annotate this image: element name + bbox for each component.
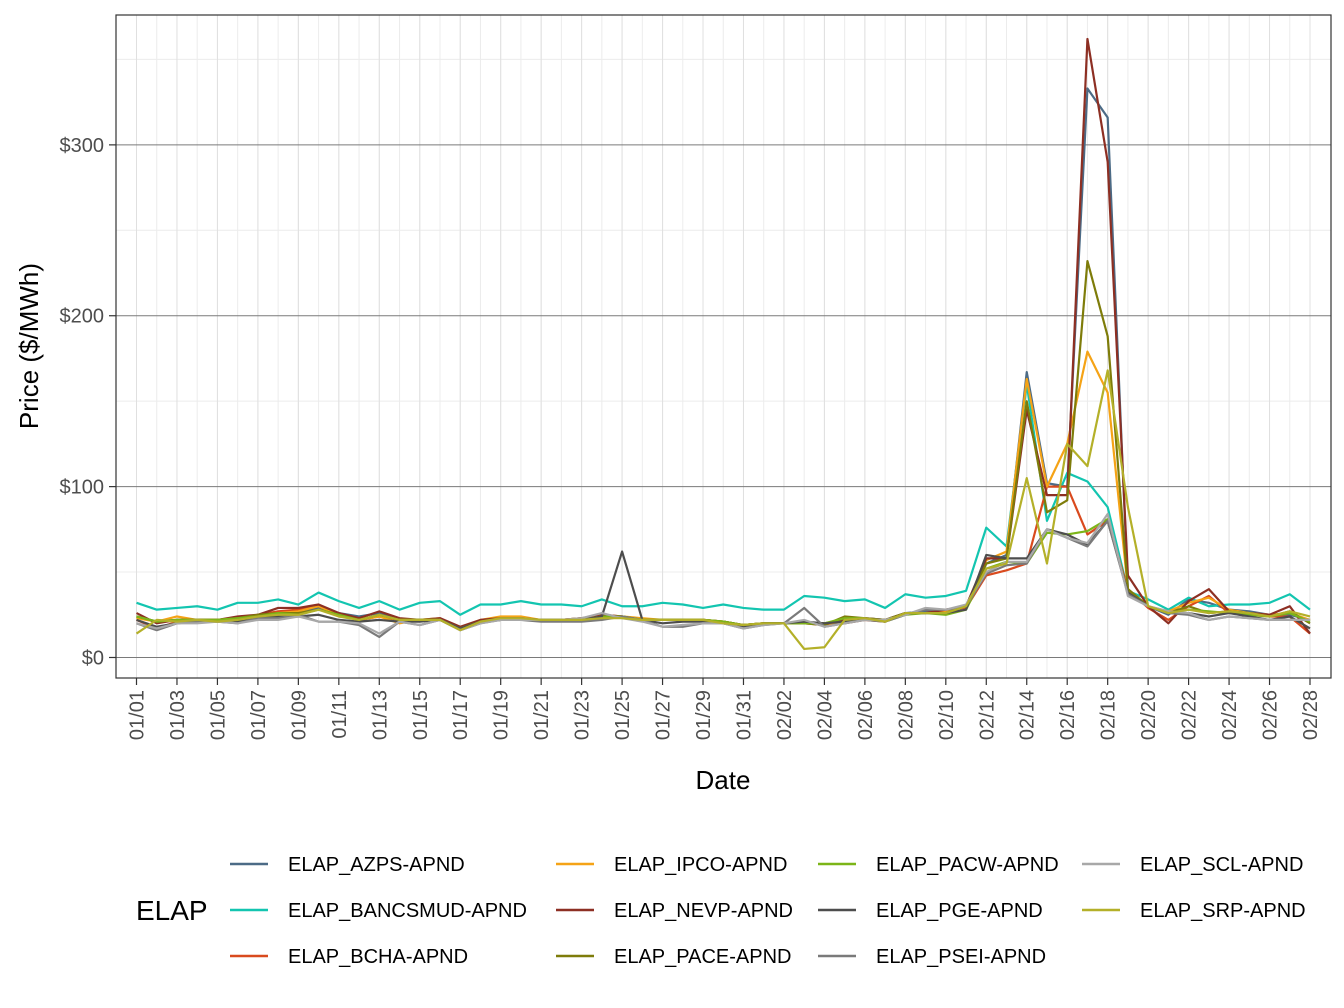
x-tick-label: 02/28 — [1300, 690, 1322, 740]
x-tick-label: 01/15 — [410, 690, 432, 740]
x-tick-label: 01/23 — [572, 690, 594, 740]
x-tick-label: 02/08 — [895, 690, 917, 740]
major-x-gridlines — [136, 15, 1311, 678]
x-tick-label: 01/19 — [491, 690, 513, 740]
legend-item: ELAP_PACE-APND — [556, 946, 791, 968]
x-tick-label: 02/04 — [814, 690, 836, 740]
x-tick-label: 01/31 — [733, 690, 755, 740]
x-tick-label: 02/14 — [1017, 690, 1039, 740]
x-tick-label: 01/21 — [531, 690, 553, 740]
x-tick-label: 01/25 — [612, 690, 634, 740]
legend-item: ELAP_BCHA-APND — [230, 946, 468, 968]
x-tick-label: 01/13 — [369, 690, 391, 740]
series-line — [136, 382, 1311, 616]
legend-label: ELAP_PACE-APND — [614, 946, 791, 968]
legend: ELAP ELAP_AZPS-APND ELAP_BANCSMUD-APND ELA… — [136, 854, 1306, 968]
x-tick-label: 02/02 — [774, 690, 796, 740]
x-tick-label: 01/27 — [653, 690, 675, 740]
legend-item: ELAP_IPCO-APND — [556, 854, 787, 876]
legend-item: ELAP_AZPS-APND — [230, 854, 465, 876]
x-axis-title: Date — [696, 765, 751, 795]
legend-item: ELAP_BANCSMUD-APND — [230, 900, 527, 922]
legend-label: ELAP_IPCO-APND — [614, 854, 787, 876]
legend-item: ELAP_SCL-APND — [1082, 854, 1303, 876]
y-axis: $0 $100 $200 $300 — [60, 135, 116, 669]
x-tick-label: 01/09 — [288, 690, 310, 740]
legend-label: ELAP_SRP-APND — [1140, 900, 1306, 922]
x-tick-label: 02/24 — [1219, 690, 1241, 740]
x-tick-label: 02/06 — [855, 690, 877, 740]
legend-item: ELAP_PGE-APND — [818, 900, 1043, 922]
y-axis-title: Price ($/MWh) — [14, 263, 44, 429]
x-tick-label: 02/16 — [1057, 690, 1079, 740]
x-tick-label: 02/22 — [1179, 690, 1201, 740]
x-tick-label: 01/03 — [167, 690, 189, 740]
legend-label: ELAP_AZPS-APND — [288, 854, 465, 876]
y-tick-label: $300 — [60, 135, 105, 157]
plot-border — [115, 14, 1332, 679]
x-tick-label: 01/17 — [450, 690, 472, 740]
legend-label: ELAP_PSEI-APND — [876, 946, 1046, 968]
x-axis: 01/01 01/03 01/05 01/07 01/09 01/11 01/13 01/15… — [127, 678, 1322, 740]
legend-item: ELAP_PACW-APND — [818, 854, 1059, 876]
legend-label: ELAP_NEVP-APND — [614, 900, 793, 922]
major-y-gridlines — [116, 144, 1331, 658]
legend-item: ELAP_SRP-APND — [1082, 900, 1306, 922]
x-tick-label: 01/29 — [693, 690, 715, 740]
legend-title: ELAP — [136, 895, 208, 926]
x-tick-label: 02/10 — [936, 690, 958, 740]
legend-item: ELAP_NEVP-APND — [556, 900, 793, 922]
series-lines — [135, 37, 1311, 651]
legend-label: ELAP_BANCSMUD-APND — [288, 900, 527, 922]
legend-label: ELAP_PGE-APND — [876, 900, 1043, 922]
legend-label: ELAP_SCL-APND — [1140, 854, 1303, 876]
y-tick-label: $0 — [82, 647, 104, 669]
legend-label: ELAP_BCHA-APND — [288, 946, 468, 968]
x-tick-label: 01/01 — [127, 690, 149, 740]
x-tick-label: 02/18 — [1098, 690, 1120, 740]
y-tick-label: $200 — [60, 306, 105, 328]
x-tick-label: 02/26 — [1260, 690, 1282, 740]
x-tick-label: 01/05 — [207, 690, 229, 740]
x-tick-label: 01/07 — [248, 690, 270, 740]
x-tick-label: 02/20 — [1138, 690, 1160, 740]
y-tick-label: $100 — [60, 477, 105, 499]
x-tick-label: 02/12 — [976, 690, 998, 740]
legend-item: ELAP_PSEI-APND — [818, 946, 1046, 968]
x-tick-label: 01/11 — [329, 690, 351, 739]
series-line — [135, 369, 1311, 651]
legend-label: ELAP_PACW-APND — [876, 854, 1059, 876]
